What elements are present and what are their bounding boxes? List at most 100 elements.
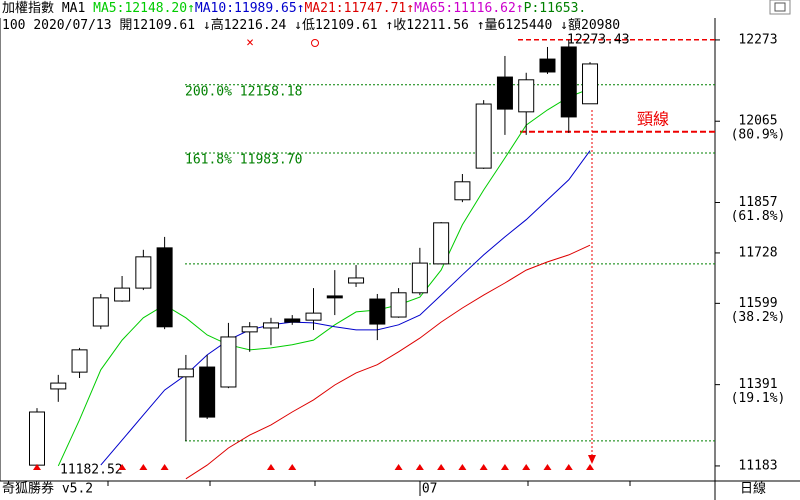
candle-body [475,103,492,169]
candle-body [135,256,152,289]
window-icon-inner [774,2,786,12]
y-tick-label: 11599 [738,296,777,311]
candle-body [241,326,258,333]
header-item: MA1 [62,1,85,16]
gap [195,18,203,33]
ma-line [100,150,591,466]
header-item: ↓高12216.24 [203,17,287,33]
signal-cross: × [246,36,254,51]
y-tick-label: 11857 [738,195,777,210]
legend-entry: MA5:12148.20↑ [93,1,195,16]
y-tick-label: 11728 [738,245,777,260]
signal-triangle [586,464,595,470]
signal-triangle [500,464,509,470]
neckline-label: 頸線 [637,109,669,128]
signal-triangle [139,464,148,470]
candle-body [582,63,599,105]
candle-body [71,349,88,373]
header-item: 2020/07/13 [33,18,111,33]
gap [54,1,62,16]
header-item: P:11653. [524,1,587,16]
pct-tick-label: (19.1%) [731,391,786,406]
candle-body [411,262,428,294]
header-item: MA65:11116.62↑ [414,1,524,16]
candle-body [348,277,365,284]
signal-triangle [543,464,552,470]
y-tick-label: 12273 [738,32,777,47]
x-tick-label: 07 [422,482,438,497]
candle-body [156,247,173,328]
header-item: ↓低12109.61 [294,18,377,33]
signal-triangle [479,464,488,470]
candle-body [199,366,216,418]
footer-left: 奇狐勝券 v5.2 [2,481,93,497]
candle-body [518,79,535,113]
footer-right: 日線 [740,481,766,497]
signal-triangle [394,464,403,470]
gap [25,18,33,33]
y-tick-label: 12065 [738,114,777,129]
gap [620,18,628,33]
signal-circle [311,39,319,47]
pct-tick-label: (80.9%) [731,128,786,143]
candle-body [433,222,450,265]
header-item: 100 [2,18,25,33]
legend-entry: MA10:11989.65↑ [195,1,305,16]
candle-body [262,322,279,329]
signal-triangle [288,464,297,470]
candle-body [284,318,301,323]
y-tick-label: 11391 [738,377,777,392]
candle-body [390,292,407,318]
signal-triangle [415,464,424,470]
header-line2: 100 2020/07/13 開12109.61 ↓高12216.24 ↓低12… [2,17,628,33]
candle-body [305,312,322,321]
target-arrow [588,110,596,464]
level-label: 161.8% 11983.70 [185,152,302,167]
gap [378,18,386,33]
signal-triangle [437,464,446,470]
gap [286,18,294,33]
candle-body [369,298,386,325]
signal-triangle [266,464,275,470]
signal-triangle [33,464,41,470]
candle-body [454,181,471,201]
level-label: 200.0% 12158.18 [185,84,302,99]
candle-body [92,297,109,327]
candle-body [114,287,131,302]
signal-triangle [564,464,573,470]
header-item: ↑收12211.56 [385,18,468,33]
header-line1: 加權指數 MA1 MA5:12148.20↑MA10:11989.65↑MA21… [2,1,586,16]
pct-tick-label: (38.2%) [731,310,786,325]
candle-body [539,58,556,73]
window-icon[interactable] [769,0,791,15]
pct-tick-label: (61.8%) [731,209,786,224]
gap [85,1,93,16]
header-item: 加權指數 [2,1,54,16]
x-axis-ticks [107,481,716,500]
candle-body [29,411,45,466]
signal-triangle [458,464,467,470]
header-item: 開12109.61 [119,18,195,33]
gap [469,18,477,33]
ma-line [185,244,591,480]
candle-body [177,368,194,378]
candle-body [50,382,67,390]
candle-body [220,336,237,388]
signal-triangle [522,464,531,470]
header-item: ↓額20980 [560,18,620,33]
signal-triangle [160,464,169,470]
signal-triangle [118,464,127,470]
gap [552,18,560,33]
legend-entry: MA21:11747.71↑ [304,1,414,16]
candle-body [560,46,577,118]
y-tick-label: 11183 [738,458,777,473]
low-label: 11182.52 [60,463,123,478]
header-item: ↑量6125440 [477,18,553,33]
candle-body [326,295,343,299]
ma-line [57,88,591,467]
max-label: 12273.43 [567,32,630,47]
candle-body [496,76,513,110]
